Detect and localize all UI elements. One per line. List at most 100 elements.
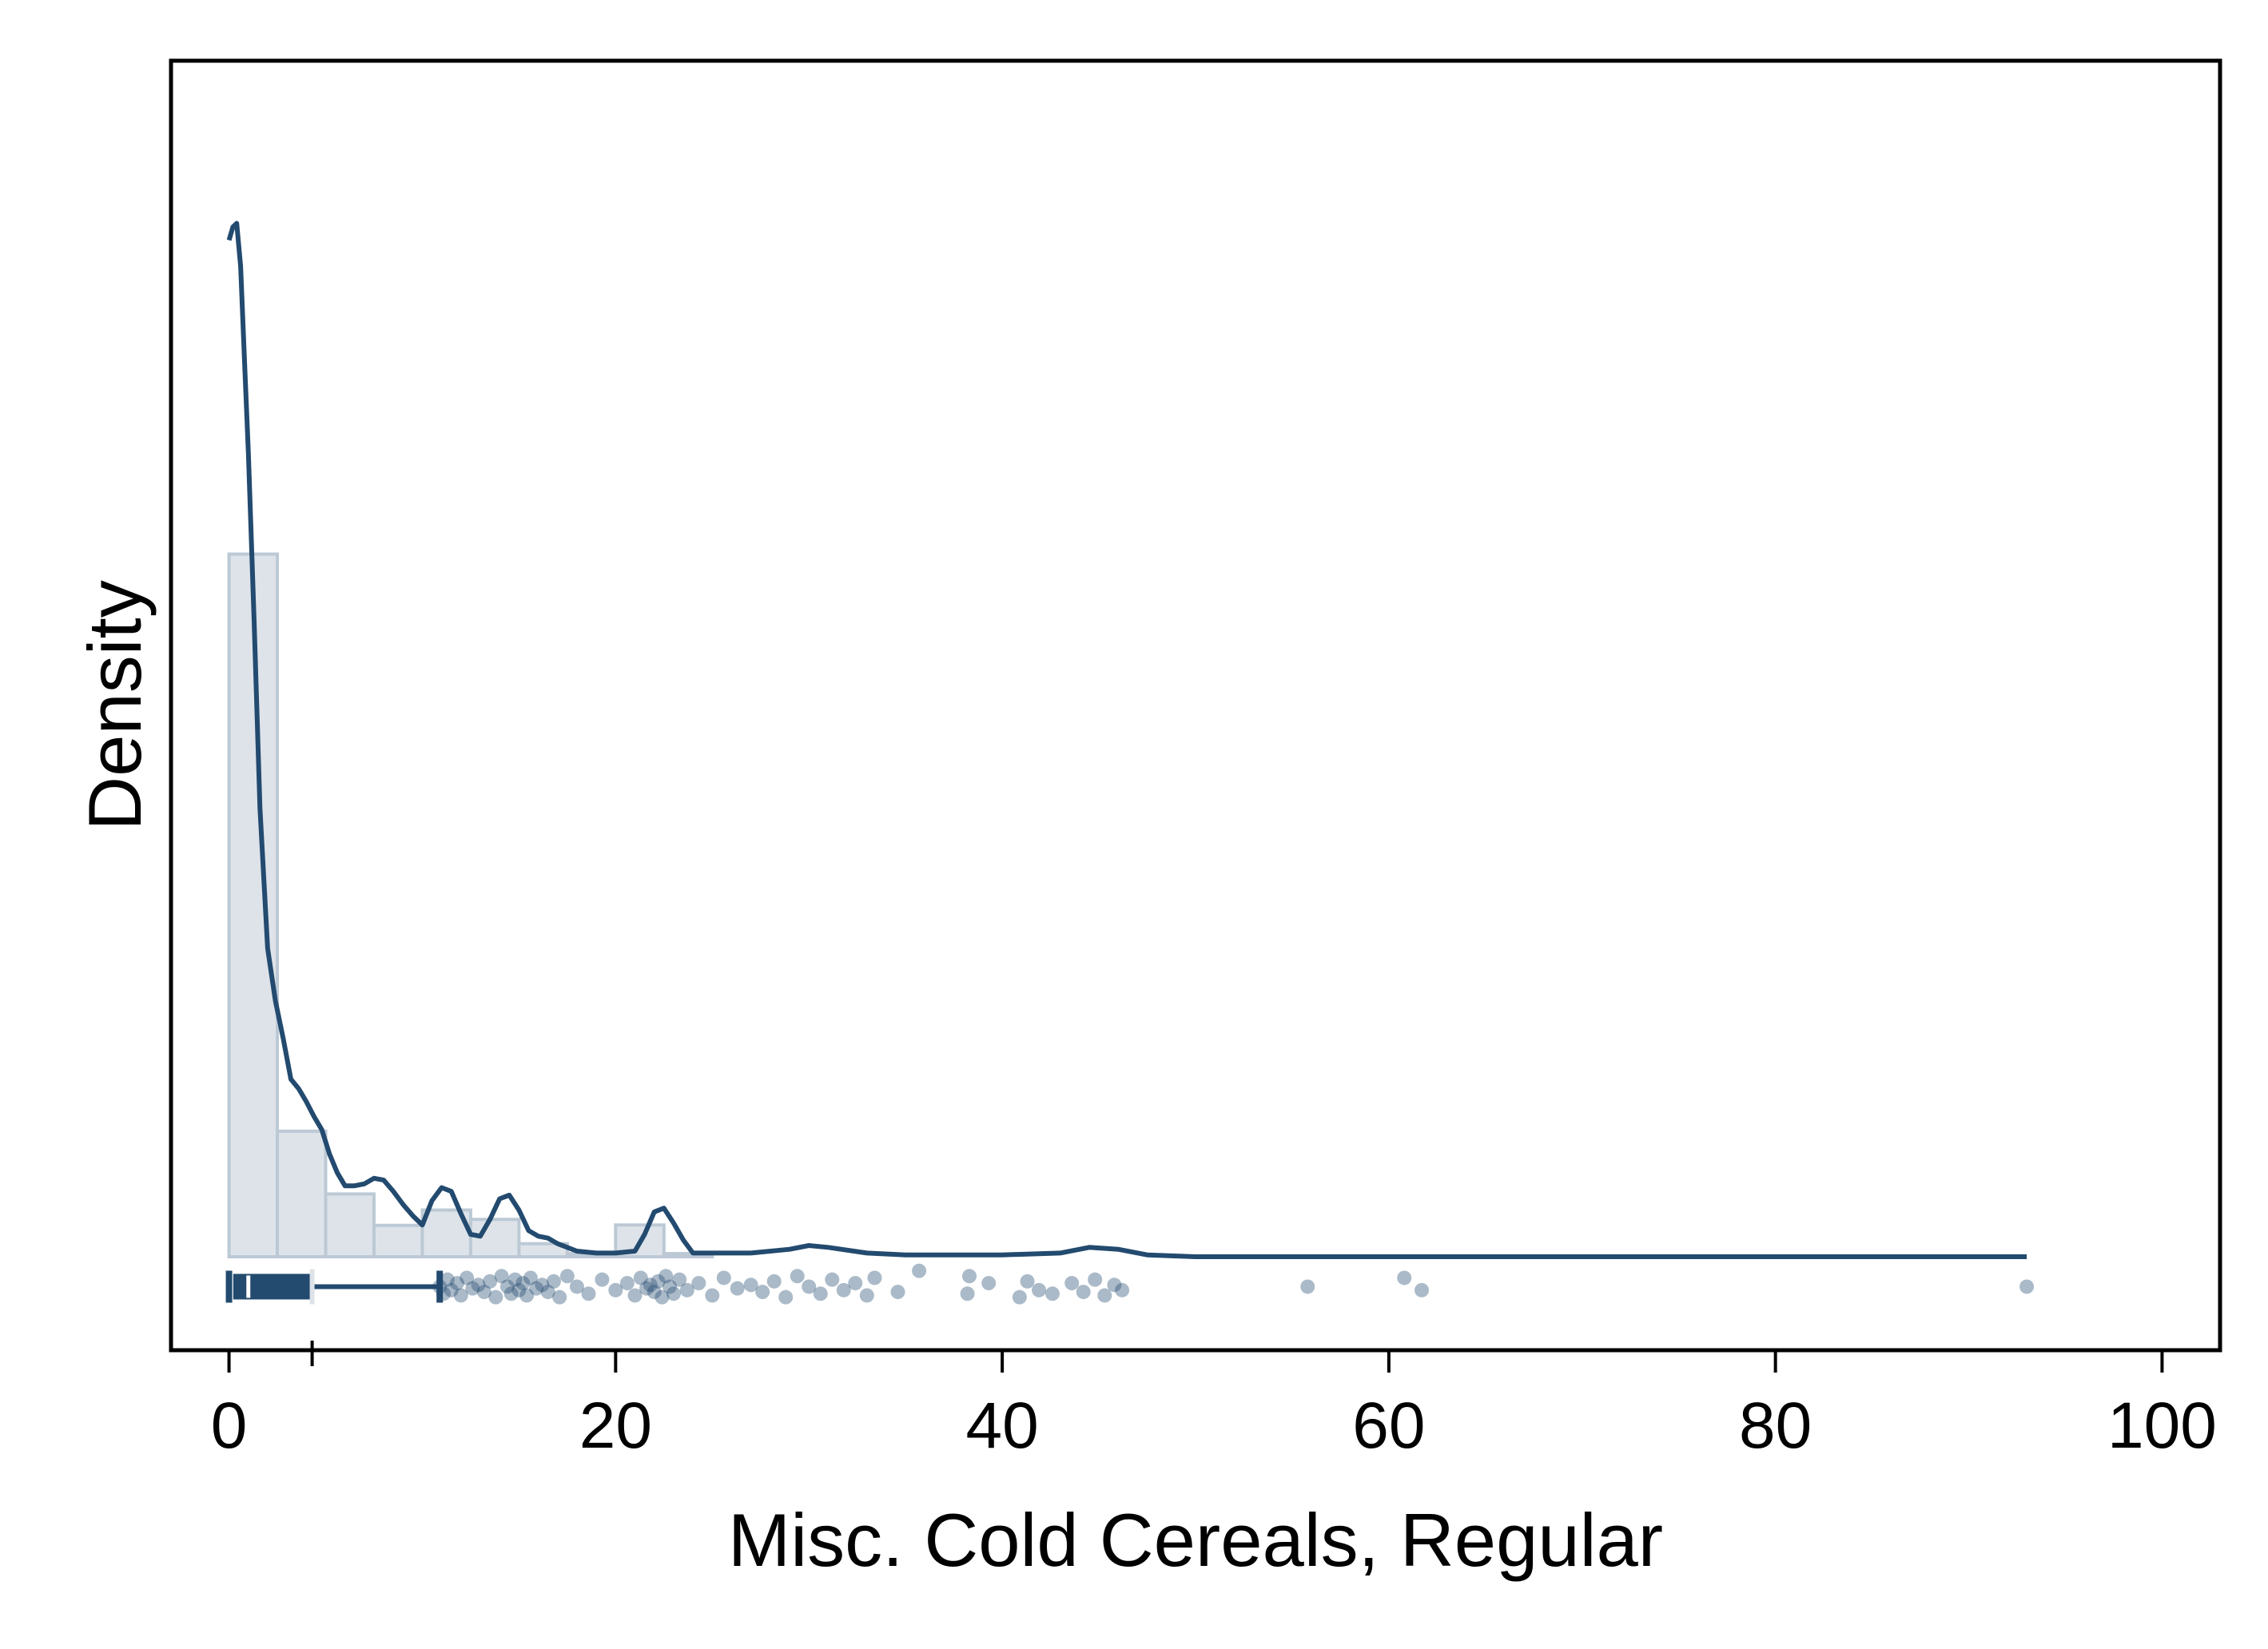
- strip-point: [436, 1286, 452, 1301]
- strip-point: [440, 1272, 455, 1287]
- strip-point: [608, 1282, 623, 1297]
- strip-point: [639, 1281, 655, 1296]
- strip-point: [1012, 1289, 1027, 1305]
- strip-point: [519, 1288, 535, 1303]
- strip-point: [511, 1282, 527, 1297]
- strip-point: [662, 1279, 678, 1294]
- strip-point: [848, 1276, 863, 1291]
- strip-point: [716, 1270, 731, 1285]
- histogram-bar: [468, 1218, 521, 1259]
- plot-frame: [169, 58, 2222, 1353]
- strip-point: [1415, 1282, 1430, 1297]
- strip-point: [453, 1288, 468, 1303]
- strip-point: [961, 1269, 977, 1284]
- strip-point: [460, 1270, 475, 1285]
- strip-point: [1397, 1270, 1412, 1285]
- strip-point: [813, 1286, 828, 1301]
- strip-point: [643, 1277, 658, 1293]
- strip-point: [705, 1288, 720, 1303]
- strip-point: [790, 1269, 805, 1284]
- strip-point: [2019, 1279, 2035, 1294]
- strip-point: [515, 1276, 531, 1291]
- strip-point: [449, 1276, 464, 1291]
- x-tick-label: 60: [1352, 1389, 1425, 1462]
- strip-point: [1064, 1276, 1080, 1291]
- strip-point: [476, 1285, 491, 1300]
- strip-point: [867, 1270, 882, 1285]
- strip-point: [960, 1286, 975, 1301]
- strip-point: [569, 1279, 584, 1294]
- strip-point: [836, 1282, 851, 1297]
- x-tick-label: 40: [966, 1389, 1039, 1462]
- strip-point: [507, 1272, 523, 1287]
- strip-point: [766, 1274, 782, 1289]
- strip-point: [659, 1269, 674, 1284]
- strip-point: [471, 1277, 486, 1293]
- strip-point: [778, 1289, 794, 1305]
- x-tick-label: 20: [579, 1389, 652, 1462]
- strip-point: [465, 1281, 480, 1296]
- strip-point: [432, 1279, 448, 1294]
- strip-point: [890, 1285, 905, 1300]
- strip-point: [633, 1270, 648, 1285]
- strip-point: [523, 1270, 538, 1285]
- strip-point: [1300, 1279, 1315, 1294]
- strip-point: [647, 1285, 662, 1300]
- strip-point: [488, 1289, 503, 1305]
- histogram-bar: [372, 1223, 424, 1259]
- strip-point: [483, 1274, 498, 1289]
- strip-point: [651, 1274, 666, 1289]
- strip-point: [825, 1272, 840, 1287]
- histogram-bar: [324, 1192, 376, 1259]
- histogram-bar: [517, 1242, 569, 1259]
- kde-curve-group: [226, 221, 2027, 1259]
- strip-point: [529, 1281, 544, 1296]
- strip-point: [672, 1272, 687, 1287]
- strip-point: [981, 1276, 997, 1291]
- strip-point: [535, 1277, 550, 1293]
- kde-line: [226, 221, 2027, 1259]
- strip-point: [1020, 1274, 1035, 1289]
- strip-point: [494, 1269, 509, 1284]
- strip-point: [743, 1277, 758, 1293]
- strip-point: [1115, 1282, 1130, 1297]
- y-axis-title: Density: [73, 580, 157, 830]
- strip-point: [666, 1286, 681, 1301]
- strip-point: [655, 1289, 670, 1305]
- strip-point: [1076, 1285, 1091, 1300]
- histogram-bars: [227, 552, 714, 1259]
- strip-point: [679, 1282, 694, 1297]
- strip-point: [1107, 1277, 1122, 1293]
- histogram-bar: [276, 1129, 328, 1259]
- strip-point: [1097, 1288, 1112, 1303]
- strip-point: [1032, 1282, 1047, 1297]
- strip-point: [444, 1282, 459, 1297]
- strip-points: [432, 1263, 2035, 1305]
- strip-point: [1088, 1272, 1103, 1287]
- strip-point: [581, 1286, 596, 1301]
- strip-point: [1045, 1286, 1060, 1301]
- strip-point: [499, 1279, 515, 1294]
- strip-point: [503, 1286, 519, 1301]
- x-axis: 0 20 40 60 80 100: [211, 1341, 2217, 1462]
- strip-point: [802, 1279, 817, 1294]
- strip-point: [595, 1272, 610, 1287]
- strip-point: [552, 1289, 567, 1305]
- histogram-bar: [227, 552, 280, 1259]
- strip-point: [559, 1269, 575, 1284]
- strip-point: [912, 1263, 927, 1278]
- x-tick-label: 0: [211, 1389, 248, 1462]
- strip-point: [619, 1276, 635, 1291]
- boxplot-box: [233, 1274, 312, 1300]
- boxplot: [225, 1269, 444, 1305]
- strip-point: [730, 1281, 745, 1296]
- x-axis-title: Misc. Cold Cereals, Regular: [728, 1498, 1663, 1582]
- strip-point: [691, 1276, 706, 1291]
- x-tick-label: 80: [1739, 1389, 1812, 1462]
- strip-point: [755, 1285, 770, 1300]
- strip-point: [859, 1288, 874, 1303]
- x-tick-label: 100: [2107, 1389, 2217, 1462]
- strip-point: [540, 1285, 555, 1300]
- strip-point: [627, 1288, 643, 1303]
